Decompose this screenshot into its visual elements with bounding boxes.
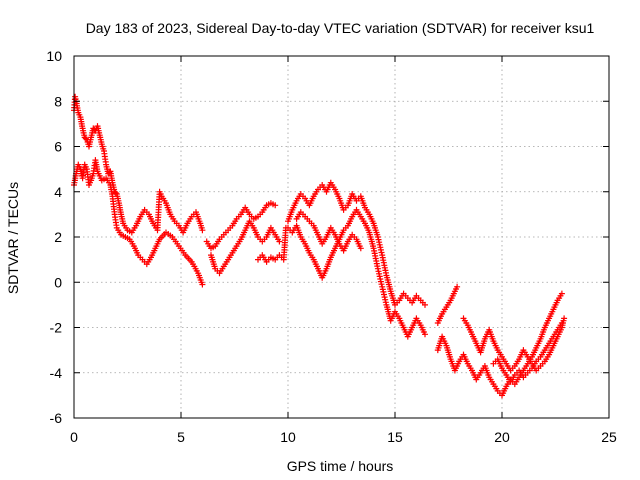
data-points [71,93,568,399]
data-point [561,315,568,322]
y-tick-label: 4 [54,184,62,200]
y-tick-label: -2 [50,320,63,336]
y-tick-label: 10 [46,48,62,64]
data-point [276,238,283,245]
y-axis-label: SDTVAR / TECUs [5,182,21,294]
data-point [112,189,119,196]
data-point [558,320,565,326]
data-point [199,281,206,288]
x-tick-label: 10 [280,429,296,445]
axis-ticks [73,55,610,419]
x-tick-label: 5 [177,429,185,445]
x-tick-label: 15 [387,429,403,445]
chart-title: Day 183 of 2023, Sidereal Day-to-day VTE… [86,20,595,36]
x-tick-label: 0 [70,429,78,445]
data-point [558,290,565,297]
y-tick-labels: -6 -4 -2 0 2 4 6 8 10 [46,48,62,426]
y-tick-label: -6 [50,410,63,426]
y-tick-label: 8 [54,93,62,109]
x-tick-labels: 0 5 10 15 20 25 [70,429,617,445]
data-point [357,245,364,252]
x-tick-label: 25 [601,429,617,445]
data-point [422,331,428,338]
y-tick-label: 6 [54,139,62,155]
y-tick-label: -4 [50,365,63,381]
data-point [199,227,206,234]
y-tick-label: 0 [54,274,62,290]
data-point [454,283,461,290]
y-tick-label: 2 [54,229,62,245]
x-axis-label: GPS time / hours [287,458,394,474]
x-tick-label: 20 [494,429,510,445]
data-point [82,135,89,142]
data-point [272,202,279,209]
data-point [422,301,428,308]
